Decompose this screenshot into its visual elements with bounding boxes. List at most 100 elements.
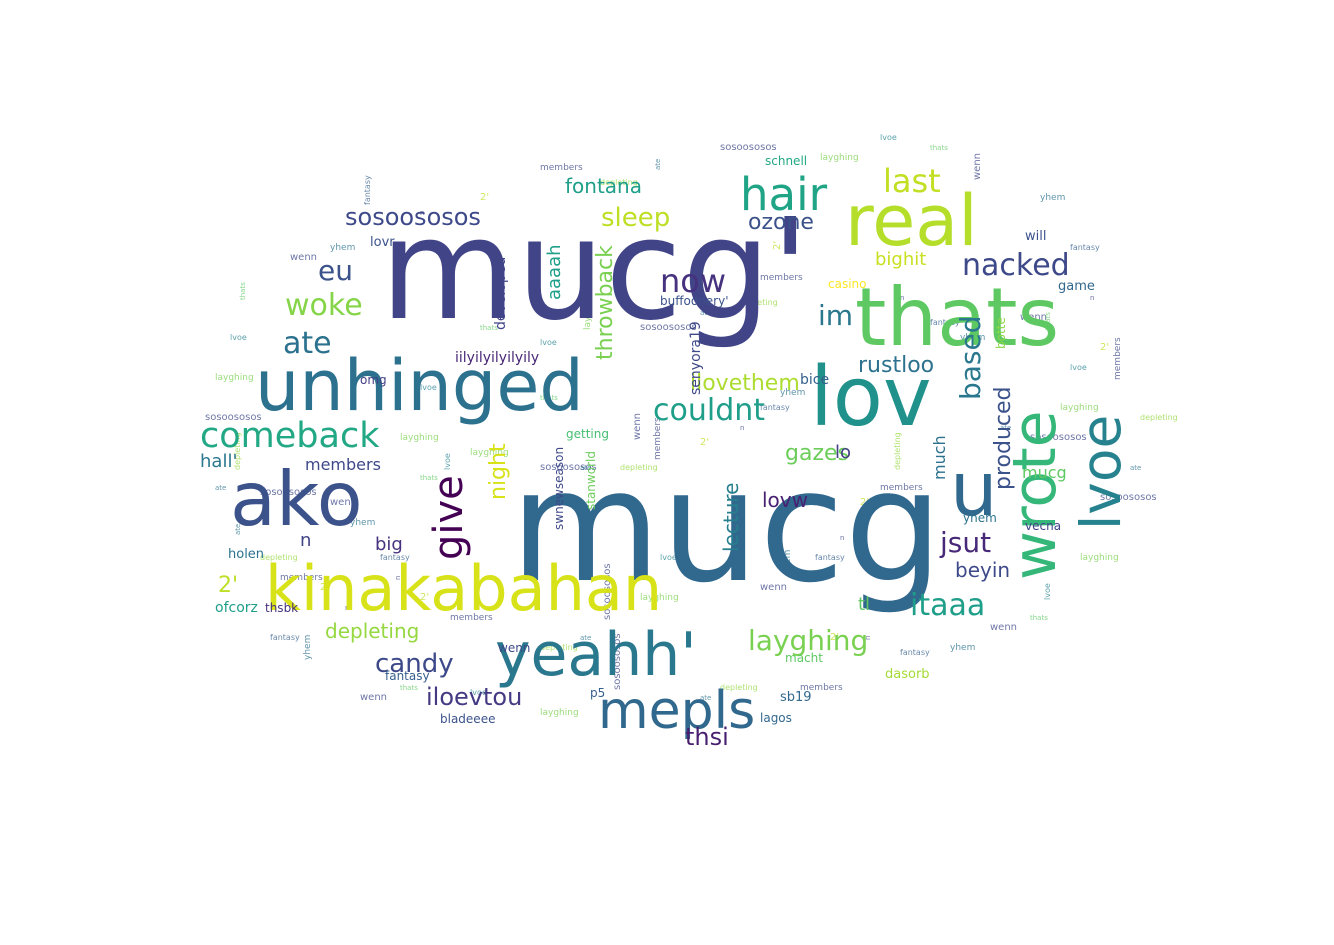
- cloud-filler-word: wenn: [330, 497, 357, 508]
- cloud-filler-word: ate: [1130, 464, 1141, 472]
- cloud-filler-word: wenn: [972, 153, 983, 180]
- cloud-filler-word: lvoe: [660, 553, 677, 562]
- cloud-word: gazes: [785, 441, 849, 466]
- cloud-word: layghing: [748, 624, 868, 657]
- cloud-filler-word: yhem: [1040, 193, 1065, 203]
- cloud-filler-word: depleting: [1140, 413, 1178, 422]
- cloud-word: vecna: [1025, 519, 1061, 533]
- cloud-filler-word: fantasy: [270, 633, 300, 642]
- cloud-word: wenn: [498, 641, 530, 655]
- cloud-word: yeahh': [495, 620, 697, 690]
- cloud-filler-word: ate: [234, 524, 242, 535]
- cloud-word: produced: [991, 387, 1016, 491]
- cloud-word: fantasy: [385, 669, 430, 683]
- cloud-filler-word: layghing: [215, 373, 254, 383]
- cloud-filler-word: members: [1113, 337, 1123, 380]
- cloud-word: fontana: [565, 174, 642, 198]
- cloud-filler-word: yhem: [350, 518, 375, 528]
- cloud-filler-word: yhem: [783, 550, 793, 575]
- cloud-filler-word: sosoososos: [205, 412, 262, 423]
- cloud-word: mucg: [510, 436, 943, 617]
- cloud-filler-word: sosoososos: [640, 322, 697, 333]
- cloud-word: mucg': [380, 189, 809, 352]
- cloud-filler-word: depleting: [893, 432, 902, 470]
- cloud-word: u: [950, 445, 998, 533]
- cloud-word: members: [305, 455, 381, 474]
- cloud-word: thsbk: [265, 601, 298, 615]
- cloud-word: couldnt: [653, 393, 765, 428]
- cloud-word: n: [300, 530, 311, 551]
- cloud-word: hair: [740, 168, 828, 221]
- cloud-filler-word: layghing: [820, 153, 859, 163]
- cloud-filler-word: wenn: [632, 413, 643, 440]
- cloud-filler-word: fantasy: [380, 553, 410, 562]
- cloud-word: lo: [835, 442, 851, 463]
- cloud-filler-word: n: [840, 534, 844, 542]
- cloud-word: lagos: [760, 711, 792, 725]
- cloud-filler-word: depleting: [233, 432, 242, 470]
- cloud-filler-word: n: [1090, 294, 1094, 302]
- cloud-word: much: [930, 435, 949, 480]
- cloud-filler-word: depleting: [720, 683, 758, 692]
- cloud-filler-word: depleting: [740, 298, 778, 307]
- cloud-filler-word: depleting: [620, 463, 658, 472]
- cloud-word: bladeeee: [440, 712, 495, 726]
- cloud-word: bice: [800, 372, 829, 388]
- cloud-word: real: [845, 180, 978, 262]
- cloud-word: nacked: [962, 248, 1070, 283]
- cloud-filler-word: layghing: [1080, 553, 1119, 563]
- cloud-filler-word: 2': [420, 592, 429, 603]
- cloud-filler-word: sosoososos: [612, 633, 623, 690]
- cloud-filler-word: n: [420, 209, 424, 217]
- cloud-filler-word: n: [740, 424, 744, 432]
- cloud-word: last: [883, 162, 941, 200]
- cloud-filler-word: layghing: [583, 291, 593, 330]
- cloud-word: night: [486, 443, 511, 500]
- cloud-word: macht: [785, 651, 823, 665]
- cloud-filler-word: layghing: [470, 448, 509, 458]
- cloud-filler-word: 2': [830, 632, 839, 643]
- cloud-filler-word: sosoososos: [1100, 492, 1157, 503]
- cloud-word: sleep: [601, 203, 670, 233]
- cloud-filler-word: ate: [215, 484, 226, 492]
- cloud-word: schnell: [765, 154, 807, 168]
- cloud-filler-word: thats: [1044, 312, 1052, 330]
- cloud-filler-word: 2': [480, 192, 489, 203]
- cloud-filler-word: depleting: [600, 178, 638, 187]
- cloud-word: wrote: [1000, 410, 1070, 580]
- cloud-filler-word: sosoososos: [540, 462, 597, 473]
- cloud-word: kinakabahan: [265, 552, 662, 625]
- cloud-word: stanworld: [584, 451, 598, 510]
- cloud-word: jsut: [939, 526, 991, 559]
- cloud-filler-word: thats: [239, 282, 247, 300]
- cloud-filler-word: members: [653, 417, 663, 460]
- cloud-filler-word: yhem: [330, 243, 355, 253]
- cloud-word: buffoonery': [660, 294, 729, 308]
- cloud-filler-word: yhem: [960, 333, 985, 343]
- cloud-word: ate: [283, 326, 332, 361]
- cloud-filler-word: thats: [420, 474, 438, 482]
- cloud-filler-word: thats: [1030, 614, 1048, 622]
- cloud-word: ilovethem: [690, 371, 800, 396]
- cloud-word: tl: [858, 594, 870, 615]
- cloud-filler-word: wenn: [1020, 312, 1047, 323]
- cloud-filler-word: sosoososos: [260, 487, 317, 498]
- cloud-word: itaaa: [910, 588, 985, 623]
- cloud-filler-word: ate: [654, 159, 662, 170]
- cloud-word: beyin: [955, 558, 1010, 582]
- cloud-word: thsi: [685, 723, 729, 751]
- cloud-word: botte: [994, 317, 1008, 349]
- cloud-filler-word: n: [345, 604, 349, 612]
- cloud-filler-word: sosoososos: [720, 142, 777, 153]
- cloud-word: hall': [200, 451, 237, 472]
- cloud-word: dasorb: [885, 667, 930, 682]
- cloud-filler-word: yhem: [950, 643, 975, 653]
- cloud-word: throwback: [593, 245, 618, 360]
- cloud-word: rustloo: [858, 353, 934, 378]
- cloud-filler-word: thats: [930, 144, 948, 152]
- cloud-filler-word: members: [800, 683, 843, 693]
- cloud-word: ako: [230, 455, 363, 543]
- cloud-filler-word: lvoe: [1043, 583, 1052, 600]
- cloud-filler-word: lvoe: [1070, 363, 1087, 372]
